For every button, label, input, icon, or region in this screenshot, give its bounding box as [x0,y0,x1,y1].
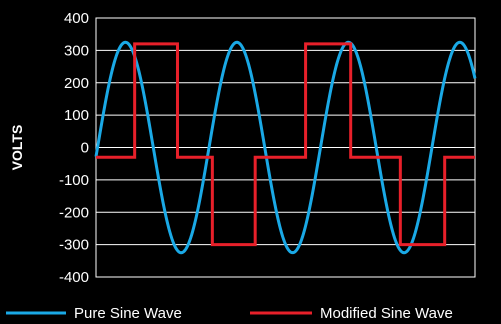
y-tick-label: -400 [59,269,89,286]
y-tick-label: -100 [59,172,89,189]
y-tick-label: -200 [59,204,89,221]
y-tick-label: 100 [64,107,89,124]
y-tick-label: -300 [59,237,89,254]
y-tick-label: 400 [64,10,89,27]
y-axis-label: VOLTS [9,125,25,171]
y-tick-labels: 400 300 200 100 0 -100 -200 -300 -400 [59,10,89,286]
legend-label: Pure Sine Wave [74,305,182,322]
plot-frame [95,17,476,278]
y-tick-label: 200 [64,75,89,92]
y-tick-label: 300 [64,42,89,59]
legend: Pure Sine Wave Modified Sine Wave [6,305,453,322]
series-line-modified-sine-wave [96,42,475,247]
series-layer [94,40,477,255]
legend-label: Modified Sine Wave [320,305,453,322]
series-line-pure-sine-wave [94,40,477,255]
y-tick-label: 0 [81,140,89,157]
